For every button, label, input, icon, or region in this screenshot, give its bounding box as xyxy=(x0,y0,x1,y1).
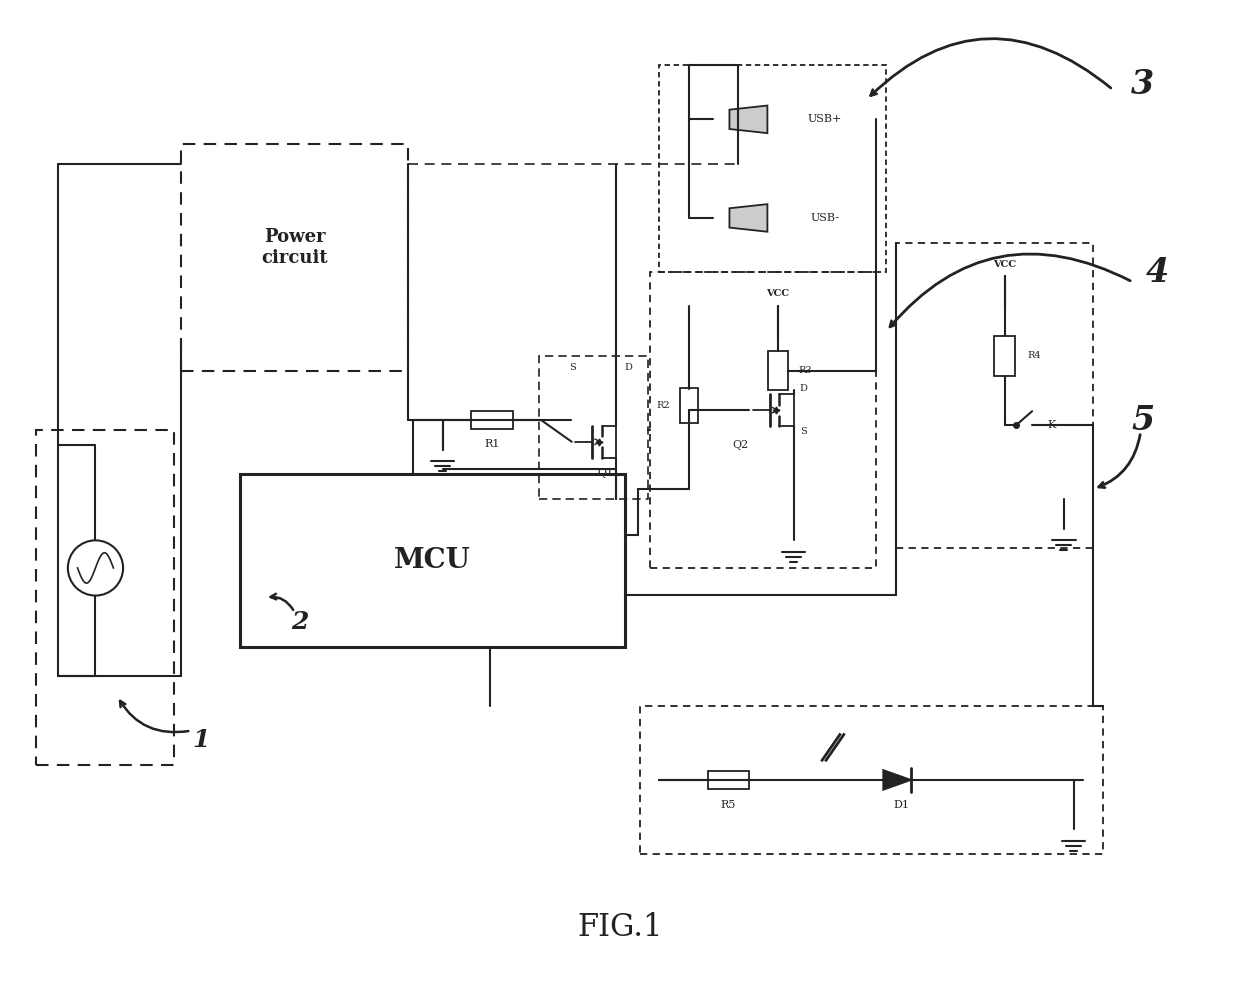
Bar xyxy=(539,356,647,498)
Text: R3: R3 xyxy=(799,366,812,375)
Text: MCU: MCU xyxy=(394,547,471,574)
Bar xyxy=(660,65,887,272)
Text: 1: 1 xyxy=(192,729,210,753)
Bar xyxy=(708,771,749,789)
Text: S: S xyxy=(800,427,807,436)
Text: USB+: USB+ xyxy=(808,115,842,125)
Text: 5: 5 xyxy=(1131,404,1154,436)
Text: 2: 2 xyxy=(291,610,309,634)
Text: R2: R2 xyxy=(656,401,670,409)
Text: VCC: VCC xyxy=(993,260,1016,269)
Bar xyxy=(681,388,698,422)
Bar xyxy=(181,144,408,371)
Polygon shape xyxy=(883,770,911,790)
Bar xyxy=(471,411,512,429)
Text: R5: R5 xyxy=(720,799,737,810)
Polygon shape xyxy=(729,106,768,134)
Bar xyxy=(768,351,787,391)
Text: R1: R1 xyxy=(484,439,500,449)
Text: 3: 3 xyxy=(1131,68,1154,101)
Text: D: D xyxy=(624,363,632,372)
Bar xyxy=(36,430,175,765)
Text: S: S xyxy=(569,363,577,372)
Text: 4: 4 xyxy=(1146,256,1169,289)
Bar xyxy=(241,475,625,647)
Bar xyxy=(650,272,877,568)
Bar xyxy=(640,706,1104,854)
Text: R4: R4 xyxy=(1027,351,1040,360)
Text: FIG.1: FIG.1 xyxy=(578,912,662,944)
Bar xyxy=(993,336,1016,376)
Text: D: D xyxy=(800,384,807,393)
Text: Q2: Q2 xyxy=(732,440,749,450)
Text: D1: D1 xyxy=(893,799,909,810)
Text: Power
circuit: Power circuit xyxy=(262,228,327,267)
Bar xyxy=(897,242,1094,548)
Text: VCC: VCC xyxy=(766,290,790,299)
Text: Q1: Q1 xyxy=(598,469,614,479)
Text: USB-: USB- xyxy=(811,213,839,223)
Text: K: K xyxy=(1048,420,1056,430)
Polygon shape xyxy=(729,204,768,231)
